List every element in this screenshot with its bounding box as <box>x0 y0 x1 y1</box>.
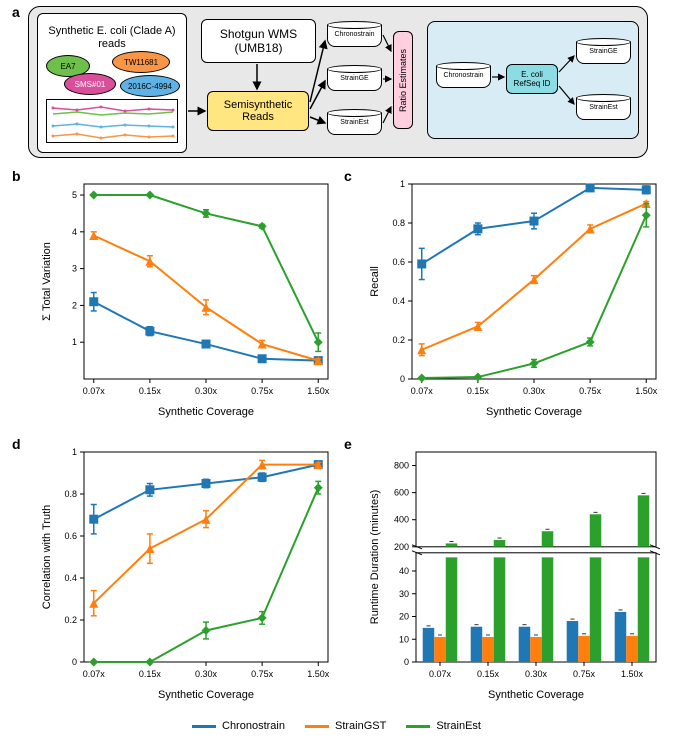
svg-text:0.8: 0.8 <box>392 218 405 228</box>
figure-legend: Chronostrain StrainGST StrainEst <box>0 720 673 732</box>
legend-swatch-chronostrain <box>192 725 216 728</box>
legend-straingst: StrainGST <box>305 720 386 732</box>
svg-text:Recall: Recall <box>369 266 381 297</box>
panel-b-chart: 1 2 3 4 5 0.07x 0.15x 0.30x 0.75x 1.50x Σ Total Va… <box>36 176 336 421</box>
svg-text:0.2: 0.2 <box>392 335 405 345</box>
legend-label-straingst: StrainGST <box>335 720 386 732</box>
panel-c-chart: 0 0.2 0.4 0.6 0.8 1 0.07x 0.15x 0.30x 0.75x 1.50x R… <box>364 176 664 421</box>
svg-text:0.07x: 0.07x <box>83 386 106 396</box>
svg-text:0.8: 0.8 <box>64 489 77 499</box>
svg-text:4: 4 <box>72 227 77 237</box>
svg-text:0.30x: 0.30x <box>195 669 218 679</box>
svg-text:0: 0 <box>404 657 409 667</box>
svg-text:1.50x: 1.50x <box>621 669 644 679</box>
svg-text:0.15x: 0.15x <box>139 669 162 679</box>
svg-text:400: 400 <box>394 515 409 525</box>
svg-text:1: 1 <box>72 447 77 457</box>
svg-text:Synthetic Coverage: Synthetic Coverage <box>488 689 584 701</box>
svg-text:0.30x: 0.30x <box>523 386 546 396</box>
svg-text:0: 0 <box>400 374 405 384</box>
svg-text:0.15x: 0.15x <box>467 386 490 396</box>
svg-text:Synthetic Coverage: Synthetic Coverage <box>158 689 254 701</box>
svg-text:1.50x: 1.50x <box>635 386 658 396</box>
svg-text:1.50x: 1.50x <box>307 386 330 396</box>
legend-label-strainest: StrainEst <box>436 720 481 732</box>
legend-swatch-strainest <box>406 725 430 728</box>
svg-text:0.15x: 0.15x <box>139 386 162 396</box>
svg-text:5: 5 <box>72 190 77 200</box>
panel-a-label: a <box>12 4 20 20</box>
figure-root: a Synthetic E. coli (Clade A) reads EA7 … <box>0 0 673 750</box>
svg-text:Synthetic Coverage: Synthetic Coverage <box>486 406 582 418</box>
svg-text:0.4: 0.4 <box>64 573 77 583</box>
svg-text:1: 1 <box>400 179 405 189</box>
main-arrows <box>29 7 649 159</box>
svg-text:0.07x: 0.07x <box>429 669 452 679</box>
svg-text:2: 2 <box>72 300 77 310</box>
svg-text:800: 800 <box>394 461 409 471</box>
svg-text:0.2: 0.2 <box>64 615 77 625</box>
svg-text:40: 40 <box>399 566 409 576</box>
legend-strainest: StrainEst <box>406 720 481 732</box>
panel-a-diagram: Synthetic E. coli (Clade A) reads EA7 TW… <box>28 6 648 158</box>
svg-text:0.75x: 0.75x <box>251 386 274 396</box>
panel-c-label: c <box>344 168 352 184</box>
svg-text:0.15x: 0.15x <box>477 669 500 679</box>
svg-text:10: 10 <box>399 634 409 644</box>
svg-text:0.75x: 0.75x <box>579 386 602 396</box>
svg-text:600: 600 <box>394 488 409 498</box>
panel-b-label: b <box>12 168 21 184</box>
svg-text:0: 0 <box>72 657 77 667</box>
panel-d-label: d <box>12 436 21 452</box>
panel-e-chart: 0 10 20 30 40 200 400 600 800 0.07x 0.15x 0.30x 0.75… <box>364 444 664 704</box>
svg-text:0.75x: 0.75x <box>573 669 596 679</box>
svg-text:0.6: 0.6 <box>392 257 405 267</box>
svg-text:0.30x: 0.30x <box>525 669 548 679</box>
svg-text:200: 200 <box>394 542 409 552</box>
legend-chronostrain: Chronostrain <box>192 720 285 732</box>
svg-text:0.4: 0.4 <box>392 296 405 306</box>
svg-text:20: 20 <box>399 612 409 622</box>
panel-d-chart: 0 0.2 0.4 0.6 0.8 1 0.07x 0.15x 0.30x 0.75x 1.50x C… <box>36 444 336 704</box>
svg-text:Σ Total Variation: Σ Total Variation <box>41 242 53 321</box>
panel-e-label: e <box>344 436 352 452</box>
svg-text:0.75x: 0.75x <box>251 669 274 679</box>
svg-text:Correlation with Truth: Correlation with Truth <box>41 505 53 610</box>
legend-swatch-straingst <box>305 725 329 728</box>
svg-text:Runtime Duration (minutes): Runtime Duration (minutes) <box>369 490 381 625</box>
legend-label-chronostrain: Chronostrain <box>222 720 285 732</box>
svg-text:1: 1 <box>72 337 77 347</box>
svg-text:1.50x: 1.50x <box>307 669 330 679</box>
svg-text:30: 30 <box>399 589 409 599</box>
svg-text:0.30x: 0.30x <box>195 386 218 396</box>
svg-text:3: 3 <box>72 264 77 274</box>
svg-text:0.07x: 0.07x <box>411 386 434 396</box>
svg-text:Synthetic Coverage: Synthetic Coverage <box>158 406 254 418</box>
svg-text:0.6: 0.6 <box>64 531 77 541</box>
svg-text:0.07x: 0.07x <box>83 669 106 679</box>
